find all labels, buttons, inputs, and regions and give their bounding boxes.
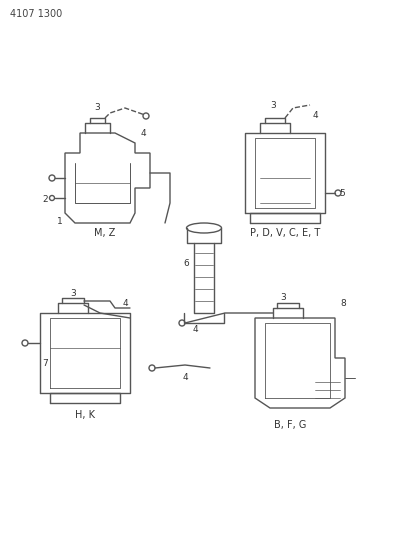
Text: 3: 3: [270, 101, 276, 109]
Text: 4: 4: [182, 374, 188, 383]
Text: 3: 3: [70, 288, 76, 297]
Text: 4: 4: [122, 298, 128, 308]
Text: 6: 6: [183, 259, 189, 268]
Text: 4107 1300: 4107 1300: [10, 9, 62, 19]
Text: 7: 7: [42, 359, 48, 367]
Text: 3: 3: [280, 294, 286, 303]
Text: M, Z: M, Z: [94, 228, 116, 238]
Text: 4: 4: [192, 326, 198, 335]
Text: B, F, G: B, F, G: [274, 420, 306, 430]
Text: 4: 4: [140, 128, 146, 138]
Text: H, K: H, K: [75, 410, 95, 420]
Text: 5: 5: [339, 189, 345, 198]
Text: 4: 4: [312, 110, 318, 119]
Text: 3: 3: [94, 103, 100, 112]
Text: 8: 8: [340, 298, 346, 308]
Text: 1: 1: [57, 216, 63, 225]
Text: P, D, V, C, E, T: P, D, V, C, E, T: [250, 228, 320, 238]
Text: 2: 2: [42, 196, 48, 205]
